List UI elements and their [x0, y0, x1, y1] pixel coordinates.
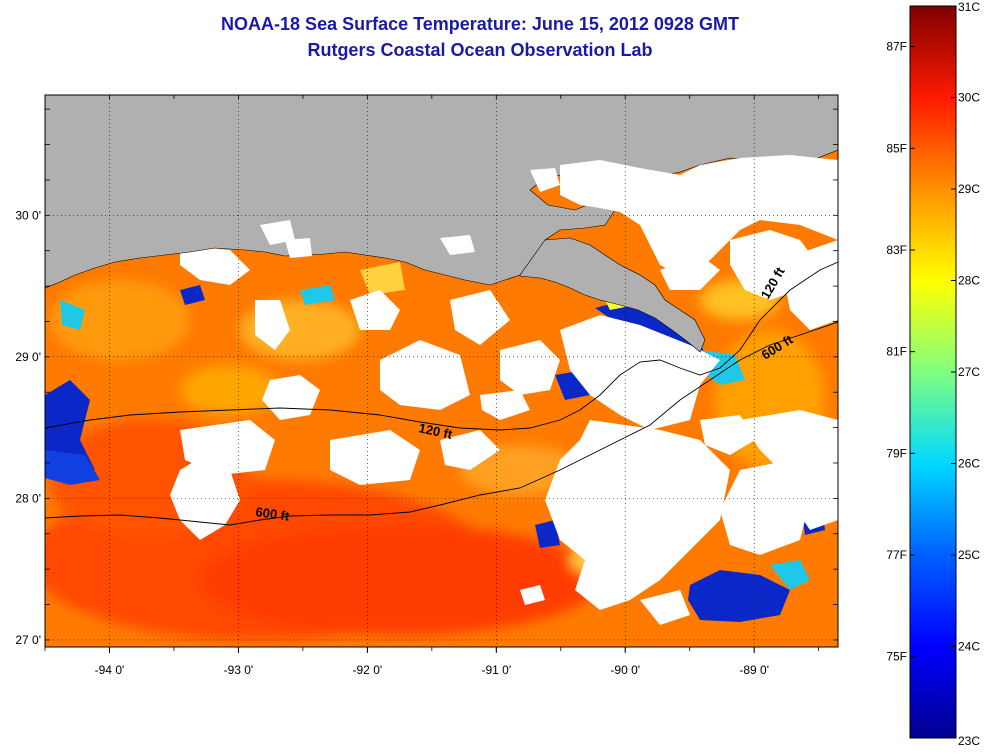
tick-label-lon: -89 0' [739, 663, 769, 677]
map-axis-ticks: -94 0' -93 0' -92 0' -91 0' -90 0' -89 0' 27 0… [15, 95, 838, 677]
colorbar-label-celsius: 26C [958, 457, 980, 471]
colorbar-label-celsius: 28C [958, 274, 980, 288]
colorbar-label-fahrenheit: 85F [886, 141, 907, 155]
isobath-contours [45, 261, 838, 526]
tick-label-lon: -94 0' [95, 663, 125, 677]
colorbar-ticks: 31C 30C 29C 28C 27C 26C 25C 24C 23C 87F 85F 83F 81F 7… [886, 0, 980, 754]
contour-label-600ft-west: 600 ft [255, 504, 291, 524]
mississippi-delta-land [519, 237, 706, 353]
colorbar-label-celsius: 25C [958, 548, 980, 562]
tick-label-lat: 29 0' [15, 350, 41, 364]
colorbar-gradient [909, 5, 957, 739]
contour-120ft [45, 261, 838, 431]
tick-label-lon: -93 0' [224, 663, 254, 677]
contour-600ft [45, 321, 838, 526]
colorbar-label-fahrenheit: 87F [886, 40, 907, 54]
map-frame [44, 94, 839, 648]
contour-label-120ft-west: 120 ft [417, 420, 454, 442]
colorbar-label-fahrenheit: 77F [886, 548, 907, 562]
tick-label-lat: 30 0' [15, 208, 41, 222]
tick-label-lat: 27 0' [15, 633, 41, 647]
colorbar-label-celsius: 24C [958, 640, 980, 654]
colorbar-label-fahrenheit: 75F [886, 650, 907, 664]
colorbar-label-celsius: 31C [958, 0, 980, 14]
tick-label-lon: -90 0' [610, 663, 640, 677]
temperature-colorbar: 31C 30C 29C 28C 27C 26C 25C 24C 23C 87F 85F 83F 81F 7… [886, 0, 980, 754]
colorbar-label-fahrenheit: 79F [886, 446, 907, 460]
map-subtitle: Rutgers Coastal Ocean Observation Lab [307, 40, 653, 60]
map-title: NOAA-18 Sea Surface Temperature: June 15… [221, 14, 739, 34]
cloud-over-land [260, 155, 838, 275]
tick-label-lon: -92 0' [353, 663, 383, 677]
colorbar-label-celsius: 23C [958, 734, 980, 748]
map-gridlines [45, 95, 838, 647]
colorbar-label-celsius: 30C [958, 91, 980, 105]
map-panel [45, 95, 838, 647]
colorbar-label-fahrenheit: 81F [886, 345, 907, 359]
tick-label-lon: -91 0' [481, 663, 511, 677]
tick-label-lat: 28 0' [15, 491, 41, 505]
colorbar-label-celsius: 29C [958, 182, 980, 196]
cloud-mask-areas [170, 230, 838, 625]
colorbar-label-fahrenheit: 73F [886, 752, 907, 754]
colorbar-label-celsius: 27C [958, 365, 980, 379]
colorbar-label-fahrenheit: 83F [886, 243, 907, 257]
